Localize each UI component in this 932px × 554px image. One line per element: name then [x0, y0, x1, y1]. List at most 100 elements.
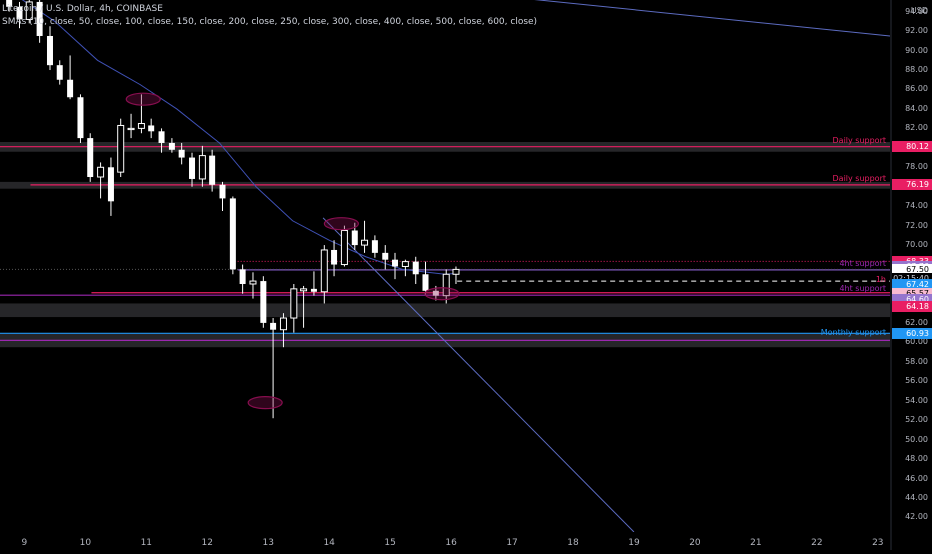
price-tick-label: 54.00	[905, 395, 928, 405]
time-tick-label: 23	[872, 538, 884, 548]
price-tick-label: 78.00	[905, 162, 928, 172]
candle-bear	[432, 290, 439, 296]
trendline-down	[322, 217, 635, 532]
candle-bear	[412, 261, 419, 275]
price-tag: 64.18	[892, 300, 932, 312]
candle-bear	[56, 65, 63, 80]
price-tick-label: 70.00	[905, 240, 928, 250]
price-tick-label: 60.00	[905, 337, 928, 347]
price-tick-label: 50.00	[905, 434, 928, 444]
candle-bear	[371, 240, 378, 253]
price-tick-label: 46.00	[905, 473, 928, 483]
candle-bear	[219, 184, 226, 199]
time-tick-label: 12	[201, 538, 213, 548]
price-tick-label: 86.00	[905, 84, 928, 94]
candle-bear	[310, 288, 317, 292]
candle-bull	[300, 288, 308, 292]
candle-bull	[401, 261, 409, 267]
symbol-title[interactable]: Litecoin / U.S. Dollar, 4h, COINBASE	[2, 4, 163, 14]
time-tick-label: 21	[750, 538, 762, 548]
price-tick-label: 62.00	[905, 317, 928, 327]
time-tick-label: 15	[384, 538, 396, 548]
candle-bull	[290, 288, 298, 319]
candle-bear	[239, 269, 246, 284]
price-tick-label: 58.00	[905, 356, 928, 366]
candle-bear	[382, 252, 389, 260]
time-tick-label: 14	[323, 538, 335, 548]
candle-bull	[361, 239, 369, 246]
price-tick-label: 88.00	[905, 65, 928, 75]
price-tick-label: 56.00	[905, 376, 928, 386]
candle-bull	[137, 123, 145, 129]
price-tick-label: 72.00	[905, 220, 928, 230]
price-tag: 80.12	[892, 141, 932, 153]
highlight-ellipse	[424, 287, 460, 301]
support-label: Monthly support	[820, 328, 886, 338]
candle-bear	[331, 249, 338, 265]
time-tick-label: 19	[628, 538, 640, 548]
candle-bull	[127, 127, 135, 131]
time-tick-label: 18	[567, 538, 579, 548]
candle-bear	[6, 0, 13, 7]
support-label: 1h	[875, 274, 886, 284]
candle-bull	[25, 1, 33, 20]
highlight-ellipse	[247, 396, 283, 410]
price-tag: 60.93	[892, 327, 932, 339]
price-tick-label: 90.00	[905, 45, 928, 55]
price-tick-label: 84.00	[905, 103, 928, 113]
candle-bull	[249, 280, 257, 285]
highlight-ellipse	[125, 92, 161, 106]
candle-bear	[107, 167, 114, 202]
price-tick-label: 94.00	[905, 6, 928, 16]
price-tag: 02:15:40	[892, 272, 932, 284]
trendline-top	[534, 0, 890, 37]
candle-bull	[340, 230, 348, 266]
candle-bear	[178, 149, 185, 158]
candle-bull	[452, 268, 460, 275]
time-tick-label: 9	[21, 538, 28, 548]
candle-bear	[87, 138, 94, 178]
time-tick-label: 11	[140, 538, 153, 548]
candle-bear	[16, 6, 23, 20]
candle-bear	[46, 35, 53, 66]
price-tick-label: 92.00	[905, 26, 928, 36]
candle-bear	[229, 198, 236, 270]
candle-bear	[148, 125, 155, 132]
price-tag: 67.50	[892, 263, 932, 275]
currency-label: USD	[910, 6, 928, 15]
support-label: 4ht support	[839, 284, 886, 294]
candle-bear	[189, 157, 196, 179]
price-tick-label: 42.00	[905, 512, 928, 522]
price-tag: 68.33	[892, 255, 932, 267]
sma-line	[21, 0, 458, 275]
support-label: Daily support	[832, 135, 887, 145]
support-label: 4ht support	[839, 258, 886, 268]
candle-bear	[392, 259, 399, 267]
price-tick-label: 74.00	[905, 201, 928, 211]
price-tick-label: 52.00	[905, 415, 928, 425]
candle-bull	[198, 155, 206, 180]
candle-bear	[422, 274, 429, 291]
price-tick-label: 48.00	[905, 454, 928, 464]
candle-bear	[77, 97, 84, 139]
price-tag: 67.42	[892, 279, 932, 291]
candle-bear	[351, 230, 358, 246]
highlight-ellipse	[323, 217, 359, 231]
candle-bear	[36, 1, 43, 36]
time-tick-label: 22	[811, 538, 823, 548]
support-label: Daily support	[832, 173, 887, 183]
candle-bear	[158, 131, 165, 143]
time-tick-label: 16	[445, 538, 457, 548]
candle-bear	[67, 79, 74, 98]
indicator-legend[interactable]: SMAs (10, close, 50, close, 100, close, …	[2, 17, 538, 27]
time-tick-label: 10	[79, 538, 92, 548]
price-tag: 64.60	[892, 293, 932, 305]
candle-bear	[209, 155, 216, 185]
candle-bull	[97, 166, 105, 178]
candle-bear	[260, 281, 267, 323]
candle-bull	[117, 124, 125, 173]
price-tick-label: 44.00	[905, 492, 928, 502]
time-tick-label: 17	[506, 538, 518, 548]
